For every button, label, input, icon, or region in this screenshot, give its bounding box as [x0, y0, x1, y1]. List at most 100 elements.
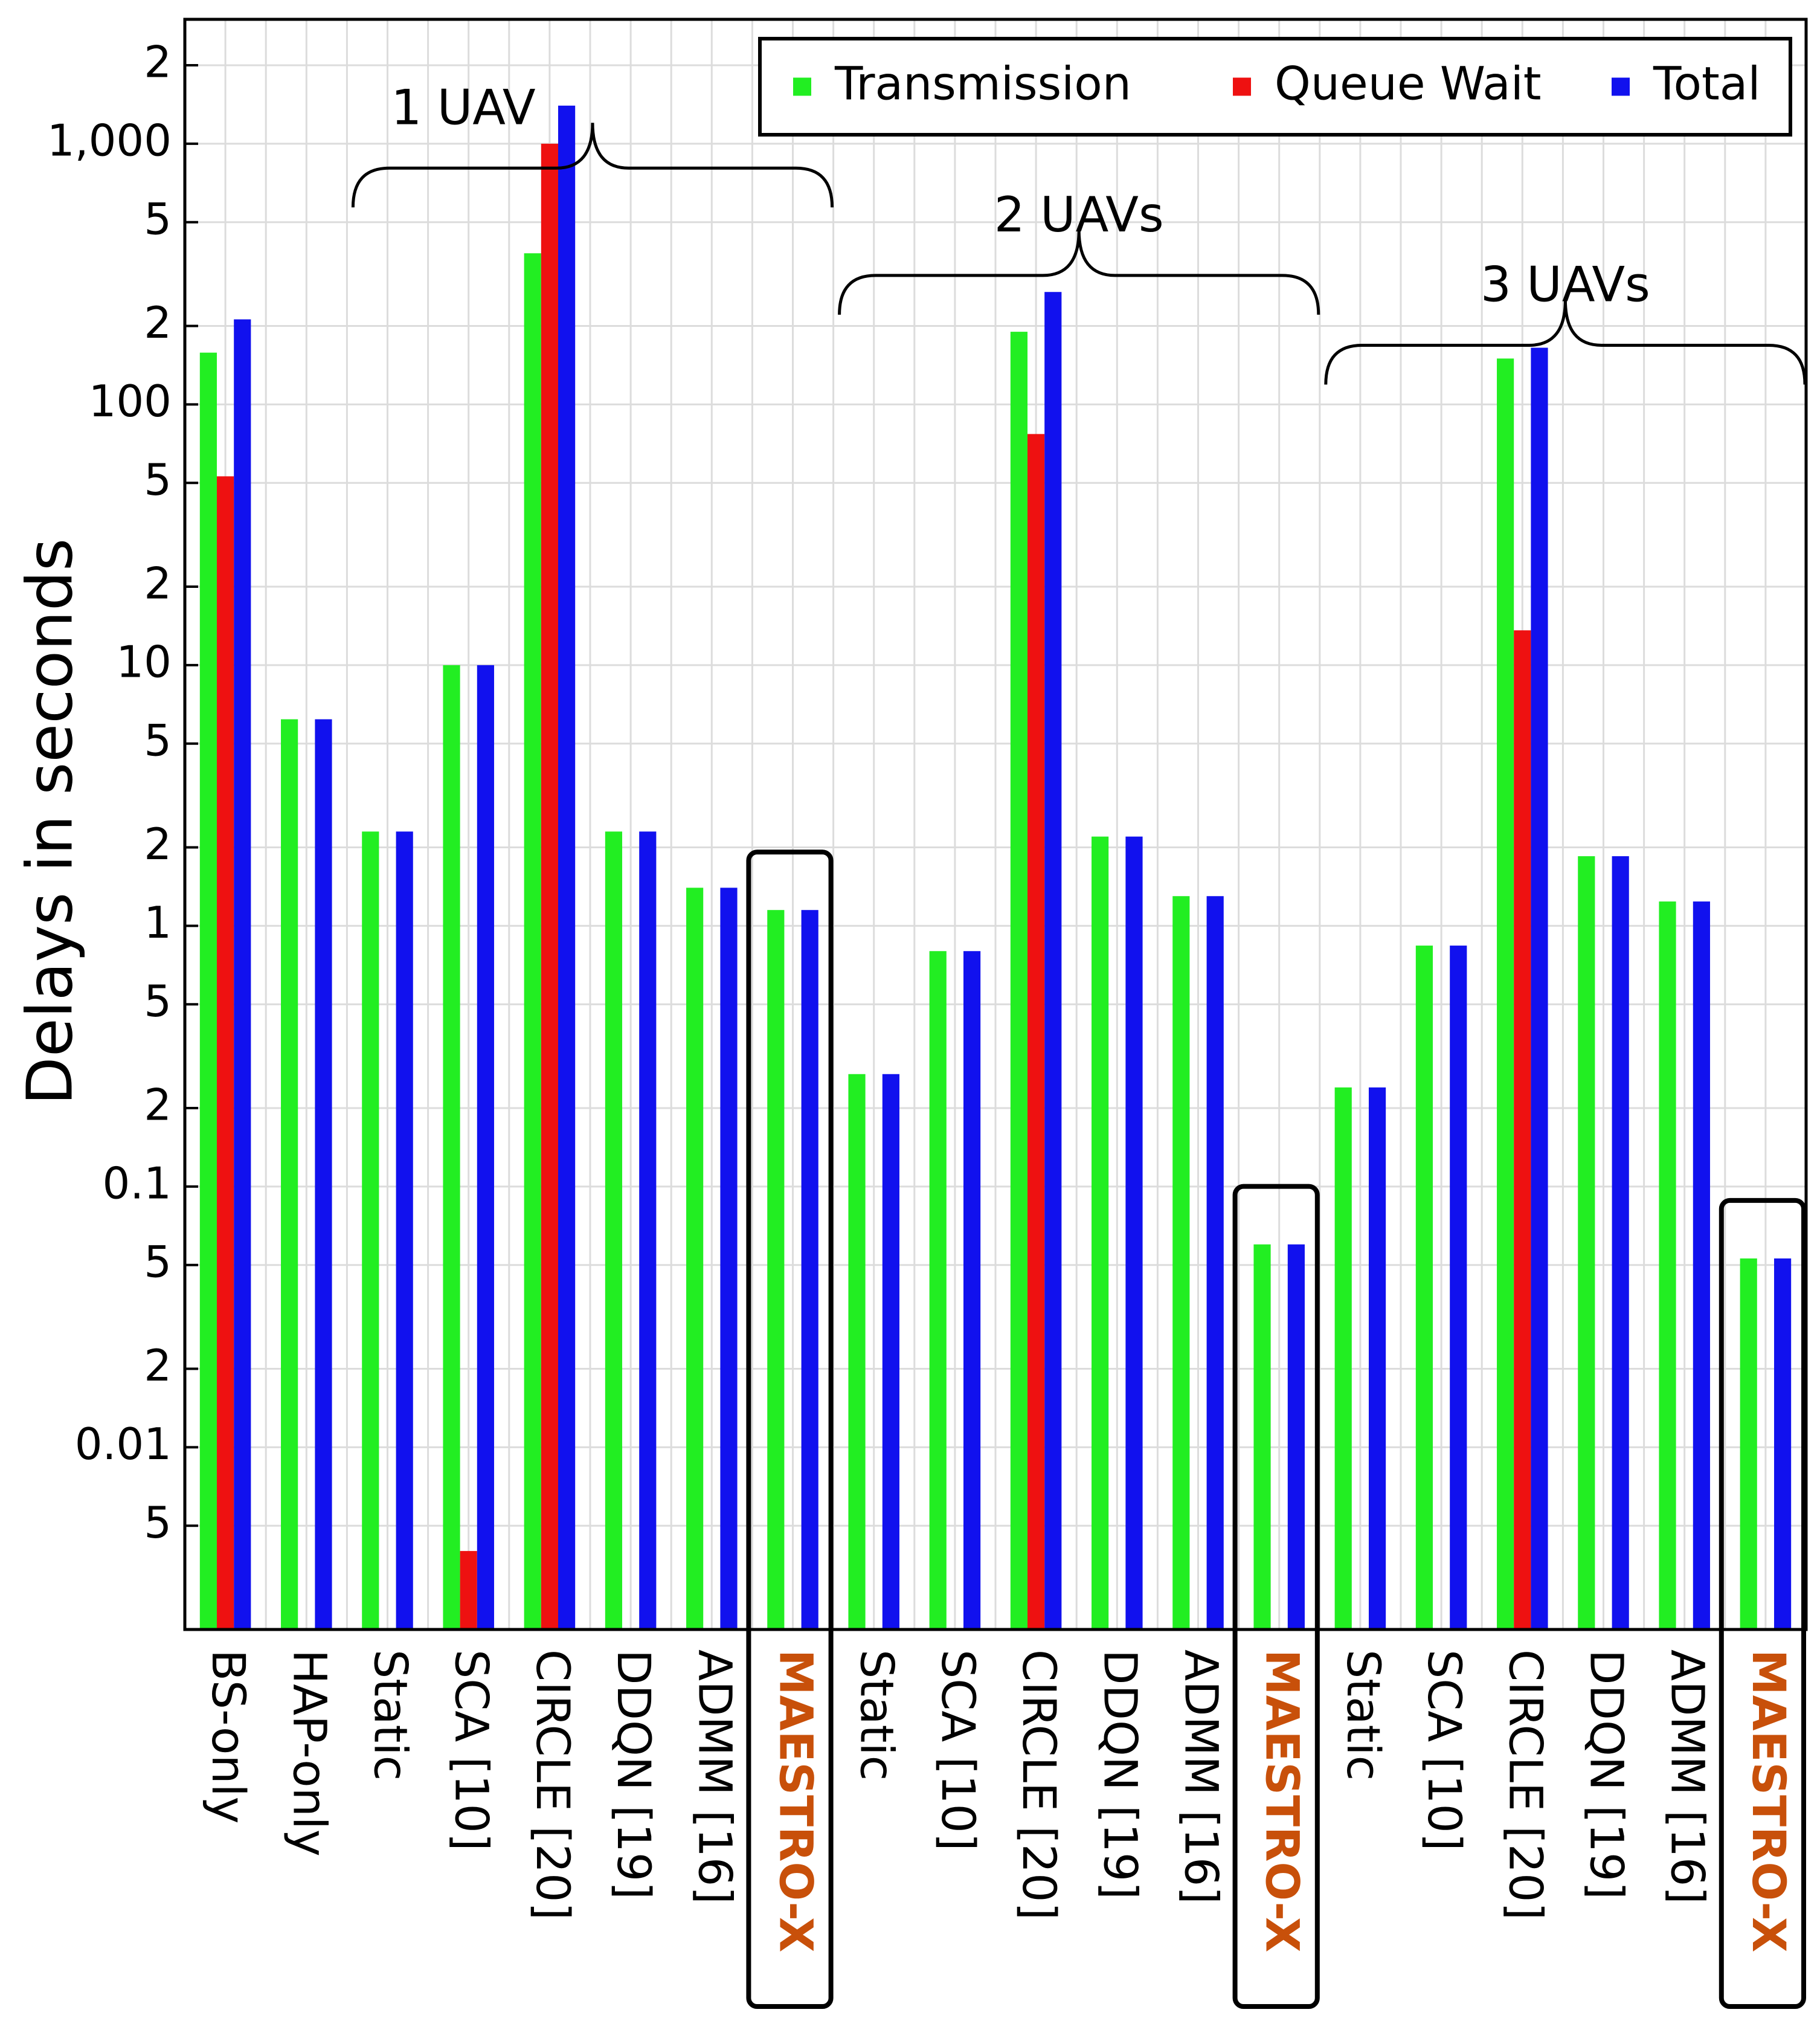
- bar: [396, 831, 413, 1629]
- group-label: 1 UAV: [391, 79, 535, 135]
- bar: [524, 253, 541, 1629]
- bar: [1253, 1244, 1271, 1629]
- bar: [605, 831, 623, 1629]
- bar: [1334, 1087, 1352, 1629]
- x-tick-label: ADMM [16]: [688, 1649, 742, 1904]
- y-tick-label: 5: [144, 976, 172, 1027]
- bar: [1206, 896, 1224, 1629]
- plot-frame: [183, 18, 1808, 1631]
- y-axis-label: Delays in seconds: [13, 538, 86, 1105]
- bar: [541, 143, 558, 1629]
- group-brace: [838, 230, 1320, 315]
- x-tick-label: SCA [10]: [445, 1649, 499, 1851]
- x-tick-label: Static: [364, 1649, 418, 1781]
- bar: [1368, 1087, 1386, 1629]
- y-tick-label: 5: [144, 1236, 172, 1287]
- bar: [1514, 630, 1531, 1629]
- y-tick-label: 1,000: [47, 115, 172, 166]
- bar: [1531, 347, 1548, 1629]
- x-tick-label: MAESTRO-X: [770, 1649, 823, 1952]
- bar: [1092, 836, 1109, 1629]
- x-tick-label: CIRCLE [20]: [1499, 1649, 1552, 1920]
- legend-marker: [1612, 77, 1630, 96]
- bar: [1740, 1258, 1757, 1629]
- legend-label: Queue Wait: [1275, 56, 1542, 110]
- x-tick-label: ADMM [16]: [1661, 1649, 1715, 1904]
- x-tick-label: BS-only: [202, 1649, 256, 1824]
- legend-marker: [793, 77, 811, 96]
- bar: [720, 888, 738, 1629]
- bar: [929, 951, 947, 1629]
- x-tick-label: MAESTRO-X: [1742, 1649, 1796, 1952]
- bar: [1010, 332, 1028, 1629]
- legend-label: Total: [1653, 56, 1761, 110]
- bar: [801, 910, 818, 1629]
- y-tick-label: 2: [144, 558, 172, 609]
- y-tick-label: 100: [89, 376, 172, 427]
- bar: [234, 319, 251, 1630]
- y-tick-label: 10: [116, 636, 172, 687]
- bar: [1773, 1258, 1792, 1629]
- y-tick-label: 2: [144, 1340, 172, 1391]
- bar: [477, 665, 494, 1629]
- bar: [1693, 901, 1710, 1629]
- x-tick-label: SCA [10]: [1418, 1649, 1471, 1851]
- x-tick-label: CIRCLE [20]: [526, 1649, 580, 1920]
- y-tick-label: 1: [144, 897, 172, 948]
- bar: [767, 910, 785, 1629]
- bar: [199, 352, 217, 1630]
- group-brace: [1324, 300, 1807, 385]
- x-tick-label: DDQN [19]: [1580, 1649, 1634, 1900]
- bar: [1172, 896, 1190, 1629]
- x-tick-label: SCA [10]: [931, 1649, 985, 1851]
- highlight-box: [1719, 1197, 1807, 2009]
- bar: [1125, 836, 1143, 1629]
- bar: [848, 1074, 866, 1629]
- x-tick-label: MAESTRO-X: [1256, 1649, 1310, 1952]
- x-tick-label: HAP-only: [283, 1649, 336, 1857]
- bar: [1027, 434, 1045, 1629]
- legend-marker: [1233, 77, 1251, 96]
- x-tick-label: ADMM [16]: [1175, 1649, 1229, 1904]
- y-tick-label: 5: [144, 715, 172, 766]
- bar: [281, 719, 298, 1629]
- y-tick-label: 0.1: [102, 1158, 172, 1208]
- y-tick-label: 5: [144, 1497, 172, 1548]
- bar: [443, 665, 460, 1629]
- bar: [217, 476, 234, 1630]
- y-tick-label: 2: [144, 297, 172, 348]
- bar: [558, 105, 576, 1629]
- bar: [1612, 856, 1629, 1629]
- group-label: 3 UAVs: [1481, 256, 1650, 312]
- highlight-box: [1232, 1184, 1320, 2009]
- x-tick-label: Static: [851, 1649, 904, 1781]
- legend-label: Transmission: [834, 56, 1131, 110]
- x-tick-label: CIRCLE [20]: [1012, 1649, 1066, 1920]
- x-tick-label: Static: [1337, 1649, 1391, 1781]
- y-tick-label: 2: [144, 819, 172, 869]
- y-tick-label: 0.01: [75, 1419, 172, 1469]
- x-tick-label: DDQN [19]: [1093, 1649, 1147, 1900]
- bar: [315, 719, 332, 1629]
- bar: [963, 951, 981, 1629]
- bar: [1287, 1244, 1305, 1629]
- bar: [639, 831, 657, 1629]
- group-label: 2 UAVs: [994, 187, 1164, 243]
- bar: [1044, 292, 1062, 1630]
- bar: [362, 831, 379, 1629]
- bar: [686, 888, 704, 1629]
- y-tick-label: 2: [144, 1080, 172, 1130]
- x-tick-label: DDQN [19]: [607, 1649, 661, 1900]
- bar: [882, 1074, 899, 1629]
- bar: [1659, 901, 1676, 1629]
- y-tick-label: 2: [144, 36, 172, 87]
- y-tick-label: 5: [144, 454, 172, 505]
- y-tick-label: 5: [144, 193, 172, 244]
- bar: [1450, 946, 1467, 1629]
- bar: [1415, 946, 1433, 1629]
- bar: [1578, 856, 1595, 1629]
- highlight-box: [746, 849, 834, 2009]
- bar: [1497, 358, 1514, 1629]
- bar: [460, 1551, 477, 1629]
